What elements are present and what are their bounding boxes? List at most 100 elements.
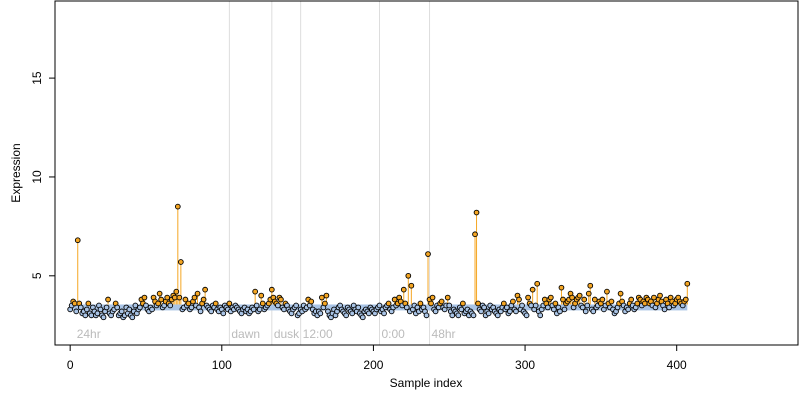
data-point <box>591 296 598 303</box>
data-point <box>83 306 90 313</box>
period-label: 0:00 <box>381 327 405 341</box>
data-point <box>684 280 691 287</box>
data-point <box>164 294 171 301</box>
x-tick-label: 300 <box>515 358 535 372</box>
data-point <box>319 294 325 301</box>
data-point <box>355 304 362 311</box>
data-point <box>585 290 592 297</box>
data-point <box>226 300 233 307</box>
data-point <box>73 308 80 315</box>
data-point <box>349 310 356 317</box>
data-point <box>97 306 104 313</box>
y-axis-title: Expression <box>9 143 23 202</box>
data-point <box>510 298 516 305</box>
data-point <box>582 308 589 315</box>
data-point <box>560 296 566 303</box>
data-point <box>449 312 456 319</box>
data-point <box>444 294 451 301</box>
data-point <box>188 304 195 311</box>
data-point <box>558 284 565 291</box>
data-point <box>149 306 155 313</box>
data-point <box>460 300 466 307</box>
data-point <box>534 280 541 287</box>
y-tick-label: 15 <box>30 71 44 85</box>
data-point <box>258 292 265 299</box>
x-tick-label: 0 <box>67 358 74 372</box>
data-point <box>604 288 610 295</box>
data-point <box>523 312 530 319</box>
data-point <box>417 300 424 307</box>
data-point <box>537 312 544 319</box>
data-point <box>129 314 136 321</box>
data-point <box>625 306 632 313</box>
data-point <box>429 294 436 301</box>
data-point <box>425 251 431 257</box>
data-point <box>547 294 554 301</box>
data-point <box>317 310 324 317</box>
data-point <box>569 294 575 301</box>
data-point <box>200 296 207 303</box>
data-point <box>366 310 372 317</box>
data-point <box>516 296 522 303</box>
data-point <box>376 302 383 309</box>
data-point <box>71 300 78 307</box>
y-tick-label: 10 <box>30 170 44 184</box>
data-point <box>174 203 181 210</box>
data-point <box>599 296 606 303</box>
period-label: 12:00 <box>303 327 333 341</box>
data-point <box>478 308 484 315</box>
data-point <box>185 300 192 307</box>
data-point <box>268 286 275 293</box>
data-point <box>581 296 588 303</box>
data-point <box>94 310 101 317</box>
data-point <box>74 237 81 244</box>
data-point <box>532 302 539 309</box>
data-point <box>220 310 227 317</box>
data-point <box>475 300 481 307</box>
data-point <box>403 304 410 311</box>
data-point <box>617 290 624 297</box>
data-point <box>359 314 366 321</box>
data-point <box>253 302 260 309</box>
data-point <box>259 300 266 307</box>
stems <box>72 206 688 305</box>
data-point <box>500 300 507 307</box>
data-point <box>423 312 430 319</box>
x-axis-title: Sample index <box>390 376 463 390</box>
data-point <box>114 304 121 311</box>
data-point <box>293 302 299 309</box>
data-point <box>103 304 110 311</box>
data-point <box>385 300 392 307</box>
data-point <box>77 304 84 311</box>
data-point <box>197 308 204 315</box>
data-point <box>682 296 689 303</box>
data-point <box>156 290 163 297</box>
data-point <box>343 312 349 319</box>
data-point <box>408 282 415 289</box>
data-point <box>584 302 591 309</box>
data-point <box>557 308 563 315</box>
data-point <box>472 231 478 238</box>
data-point <box>628 296 635 303</box>
x-tick-label: 100 <box>212 358 232 372</box>
data-point <box>432 308 439 315</box>
data-point <box>651 294 657 301</box>
data-points <box>67 203 691 321</box>
data-point <box>256 306 263 313</box>
data-point <box>141 294 148 301</box>
data-point <box>513 308 519 315</box>
data-point <box>405 272 412 279</box>
data-point <box>473 209 480 216</box>
y-axis: 5 10 15 <box>30 71 55 279</box>
period-label: 24hr <box>77 327 101 341</box>
data-point <box>561 306 568 313</box>
period-label: dawn <box>231 327 260 341</box>
data-point <box>212 300 219 307</box>
data-point <box>158 296 164 303</box>
data-point <box>576 292 583 299</box>
data-point <box>504 304 510 311</box>
y-tick-label: 5 <box>30 272 44 279</box>
data-point <box>470 312 477 319</box>
data-point <box>202 286 208 293</box>
